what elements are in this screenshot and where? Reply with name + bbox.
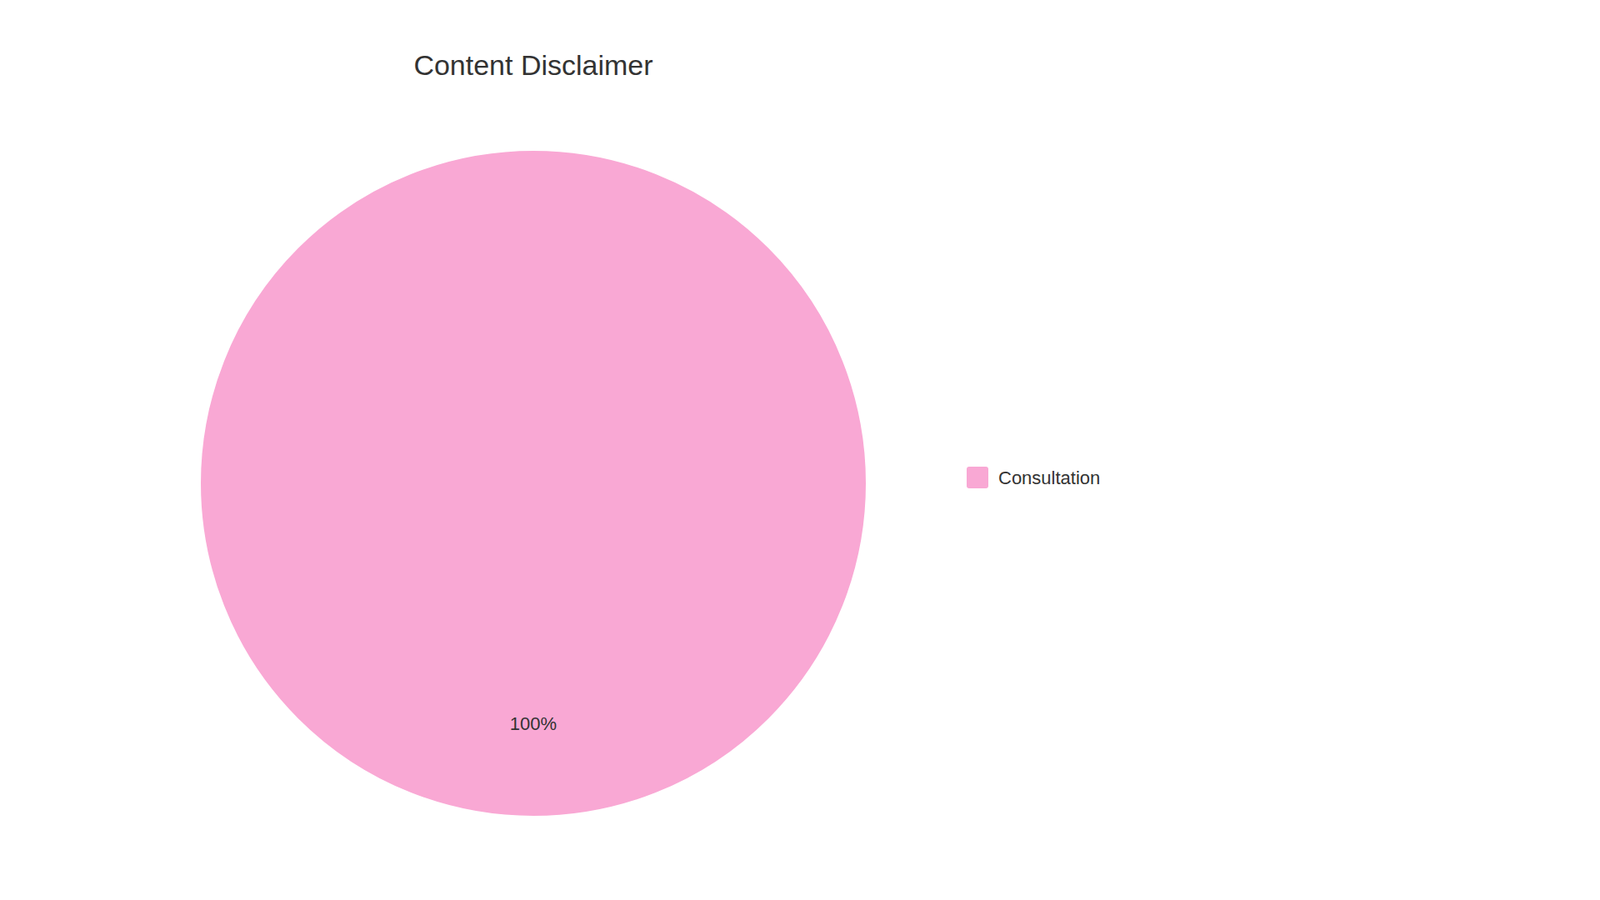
chart-title: Content Disclaimer <box>413 49 653 81</box>
data-label: 100% <box>510 713 557 735</box>
pie-slices <box>200 150 867 817</box>
legend-label: Consultation <box>998 467 1100 489</box>
legend: Consultation <box>966 466 1100 489</box>
chart-container: Content Disclaimer 100% Consultation <box>0 0 1600 900</box>
pie-slice <box>200 150 867 817</box>
chart-svg: Content Disclaimer 100% Consultation <box>0 0 1600 900</box>
pie-data-labels: 100% <box>510 713 557 735</box>
legend-swatch <box>966 466 989 489</box>
